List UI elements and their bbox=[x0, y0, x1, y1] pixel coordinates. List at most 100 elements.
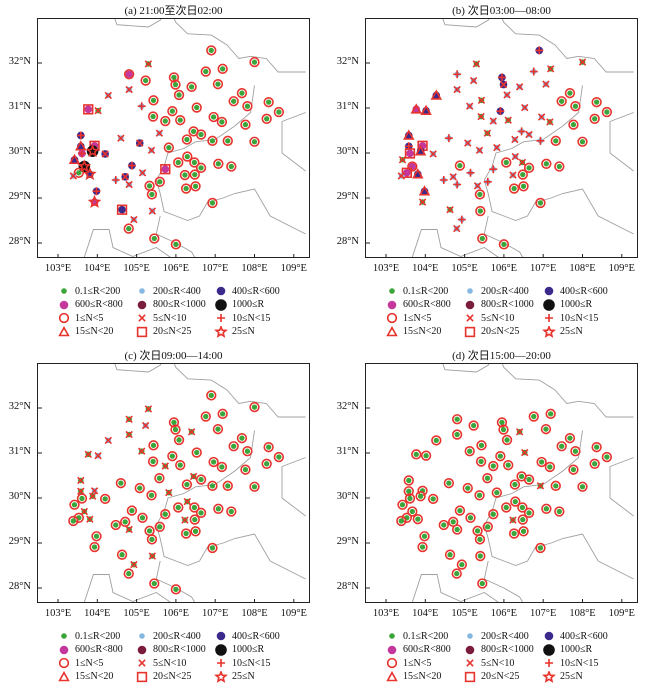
rain-dot bbox=[593, 99, 600, 105]
station-point bbox=[518, 526, 529, 537]
legend-item: 400≤R<600 bbox=[214, 630, 280, 642]
circle-marker bbox=[249, 481, 260, 492]
map-panel-b: (b) 次日03:00—08:00 32°N 31°N 30°N 29°N 28°N 103… bbox=[328, 0, 650, 345]
station-point bbox=[263, 96, 274, 108]
circle-marker bbox=[195, 129, 207, 140]
triangle-marker bbox=[414, 145, 427, 156]
square-marker bbox=[464, 326, 476, 337]
station-point bbox=[154, 473, 165, 484]
station-point bbox=[414, 145, 427, 156]
legend-label: 200≤R<400 bbox=[481, 285, 529, 297]
lon-tick-label: 105°E bbox=[123, 608, 150, 619]
station-point bbox=[76, 131, 85, 140]
circle-marker bbox=[99, 493, 111, 505]
rain-swatch-icon bbox=[543, 298, 555, 311]
rain-dot bbox=[182, 172, 188, 178]
legend-label: 1000≤R bbox=[560, 644, 593, 655]
legend-label: 20≤N<25 bbox=[481, 671, 520, 682]
x-marker bbox=[144, 60, 153, 68]
station-point bbox=[407, 506, 418, 517]
legend-item: 600≤R<800 bbox=[57, 644, 123, 656]
circle-marker bbox=[249, 136, 260, 147]
circle-marker bbox=[168, 72, 180, 83]
circle-marker bbox=[149, 233, 160, 244]
legend-label: 25≤N bbox=[560, 326, 583, 337]
plus-marker bbox=[453, 70, 462, 79]
station-point bbox=[249, 136, 260, 147]
legend-item: 800≤R<1000 bbox=[135, 644, 206, 656]
triangle-marker bbox=[58, 670, 70, 681]
station-point bbox=[148, 440, 159, 451]
legend-item: 1≤N<5 bbox=[57, 657, 103, 669]
circle-marker bbox=[228, 96, 239, 107]
station-point bbox=[591, 441, 602, 453]
plus-marker bbox=[466, 168, 475, 177]
rain-dot bbox=[251, 404, 258, 410]
rain-dot bbox=[479, 235, 485, 242]
rain-dot bbox=[276, 454, 282, 460]
circle-marker bbox=[240, 464, 251, 475]
station-point bbox=[130, 215, 138, 224]
x-marker bbox=[94, 451, 102, 460]
legend-label: 15≤N<20 bbox=[75, 671, 114, 682]
circle-marker bbox=[397, 499, 408, 510]
circle-marker bbox=[577, 136, 588, 147]
station-point bbox=[155, 129, 164, 137]
station-point bbox=[173, 502, 184, 513]
plus-marker bbox=[536, 136, 545, 145]
circle-marker bbox=[415, 491, 426, 502]
circle-marker bbox=[501, 434, 513, 446]
x-marker bbox=[418, 198, 427, 206]
station-point bbox=[206, 45, 217, 56]
circle-marker bbox=[564, 432, 576, 444]
circle-marker bbox=[544, 461, 556, 473]
x-marker bbox=[477, 96, 486, 105]
station-point bbox=[536, 136, 545, 145]
station-point bbox=[147, 456, 159, 467]
station-point bbox=[475, 456, 487, 467]
station-point bbox=[483, 177, 492, 186]
circle-marker bbox=[160, 115, 171, 127]
circle-marker bbox=[476, 440, 487, 451]
rain-swatch-icon bbox=[389, 288, 395, 294]
rain-dot bbox=[157, 524, 163, 530]
circle-marker bbox=[73, 512, 84, 523]
x-marker bbox=[104, 91, 113, 100]
count-shape-icon bbox=[138, 314, 146, 322]
station-point bbox=[427, 493, 439, 505]
plus-marker bbox=[545, 659, 553, 667]
plus-marker bbox=[77, 149, 86, 158]
station-point bbox=[181, 516, 189, 524]
legend-item: 800≤R<1000 bbox=[135, 299, 206, 311]
rain-dot bbox=[173, 586, 179, 593]
station-point bbox=[495, 450, 506, 462]
station-point bbox=[521, 448, 529, 457]
station-point bbox=[137, 512, 148, 523]
x-marker bbox=[125, 415, 133, 423]
station-point bbox=[404, 493, 416, 504]
legend-label: 800≤R<1000 bbox=[481, 644, 534, 655]
rain-dot bbox=[172, 426, 179, 433]
circle-marker bbox=[191, 447, 202, 458]
station-point bbox=[175, 459, 186, 471]
rain-dot bbox=[239, 90, 245, 96]
rain-dot bbox=[210, 114, 217, 120]
station-point bbox=[554, 161, 565, 172]
station-point bbox=[154, 176, 165, 187]
lat-tick-label: 32°N bbox=[336, 56, 359, 67]
rain-dot bbox=[208, 392, 214, 399]
x-marker bbox=[148, 207, 157, 215]
x-marker bbox=[515, 428, 524, 436]
station-point bbox=[170, 79, 181, 90]
lat-tick-label: 28°N bbox=[8, 581, 31, 592]
plus-marker bbox=[127, 161, 136, 170]
station-point bbox=[249, 401, 260, 413]
circle-marker bbox=[475, 205, 486, 217]
province-boundary bbox=[83, 229, 171, 257]
rain-dot bbox=[151, 580, 157, 587]
legend-item: 200≤R<400 bbox=[463, 630, 529, 642]
plus-marker bbox=[111, 176, 120, 184]
rain-dot bbox=[251, 484, 258, 490]
legend-item: 10≤N<15 bbox=[542, 312, 598, 324]
rain-dot bbox=[209, 200, 216, 206]
